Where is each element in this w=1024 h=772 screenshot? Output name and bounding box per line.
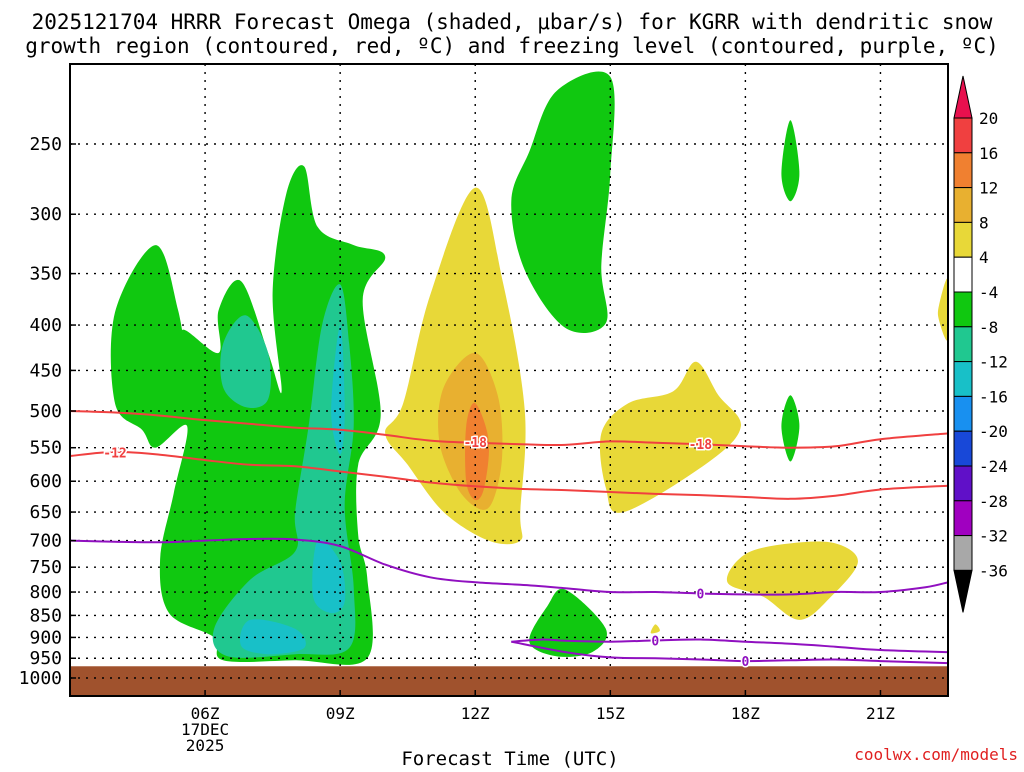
omega-region (650, 624, 660, 634)
omega-region (781, 120, 800, 202)
credit-link[interactable]: coolwx.com/models (854, 745, 1018, 764)
y-tick-label: 350 (29, 264, 62, 285)
ground-layer (70, 666, 948, 696)
omega-shading-layer (110, 71, 948, 665)
colorbar-swatch (953, 500, 973, 537)
x-tick-label: 09Z (326, 704, 355, 723)
ground-terrain (70, 666, 948, 696)
colorbar-swatch (953, 256, 973, 293)
omega-region (465, 402, 490, 501)
y-tick-label: 650 (29, 502, 62, 523)
dgz-contour-line (70, 450, 948, 500)
y-tick-label: 500 (29, 401, 62, 422)
freezing-contour-label: 0 (741, 655, 749, 670)
y-tick-label: 550 (29, 438, 62, 459)
plot-frame (69, 63, 949, 697)
colorbar-tick-label: -16 (979, 387, 1008, 406)
colorbar-swatch (953, 187, 973, 223)
omega-region (781, 395, 800, 462)
x-tick-year: 2025 (186, 736, 225, 755)
colorbar-tick-label: -24 (979, 457, 1008, 476)
freezing-contour-label: 0 (651, 634, 659, 649)
omega-region (331, 325, 345, 455)
colorbar-tick-label: 8 (979, 213, 989, 232)
colorbar-swatch (953, 361, 973, 397)
y-tick-label: 700 (29, 531, 62, 552)
y-tick-label: 1000 (19, 668, 62, 689)
y-tick-label: 950 (29, 648, 62, 669)
colorbar-swatch (953, 430, 973, 467)
colorbar-swatch (953, 465, 973, 502)
freezing-contour-line (511, 638, 948, 654)
colorbar-swatch (953, 152, 973, 189)
x-tick-label: 12Z (461, 704, 490, 723)
x-tick-label: 15Z (596, 704, 625, 723)
y-tick-label: 250 (29, 134, 62, 155)
contour-layer: -12 -18 -18 0 0 0 (70, 410, 948, 672)
omega-region (726, 541, 858, 620)
x-axis-title: Forecast Time (UTC) (401, 748, 618, 768)
chart-title-line2: growth region (contoured, red, ºC) and f… (25, 34, 999, 58)
y-tick-label: 900 (29, 627, 62, 648)
colorbar-swatch (953, 395, 973, 432)
x-tick-label: 18Z (731, 704, 760, 723)
colorbar-swatch (953, 326, 973, 363)
colorbar-tick-label: -12 (979, 353, 1008, 372)
y-tick-label: 850 (29, 605, 62, 626)
chart-title-line1: 2025121704 HRRR Forecast Omega (shaded, … (32, 10, 993, 34)
freezing-contour-label: 0 (696, 587, 704, 602)
colorbar: 20 16 12 8 4 -4 -8 -12 -16 -20 -24 -28 -32 -36 (953, 75, 1008, 613)
omega-region (312, 539, 346, 614)
y-tick-label: 450 (29, 360, 62, 381)
colorbar-tick-label: -8 (979, 318, 998, 337)
freezing-contour-line (511, 640, 948, 665)
colorbar-tick-label: 12 (979, 179, 998, 198)
colorbar-tick-label: -36 (979, 561, 1008, 580)
dgz-contour-label: -18 (689, 438, 713, 453)
colorbar-tick-label: -4 (979, 283, 998, 302)
y-tick-label: 300 (29, 204, 62, 225)
colorbar-tick-label: -28 (979, 492, 1008, 511)
colorbar-tick-label: 20 (979, 109, 998, 128)
omega-region (937, 278, 948, 341)
dgz-contour-label: -18 (463, 436, 487, 451)
x-tick-label: 21Z (866, 704, 895, 723)
dgz-contour-label: -12 (103, 447, 126, 462)
y-tick-label: 750 (29, 557, 62, 578)
omega-region (599, 361, 741, 513)
omega-region (239, 619, 306, 655)
y-tick-label: 600 (29, 471, 62, 492)
colorbar-tick-label: -20 (979, 422, 1008, 441)
colorbar-swatch (953, 117, 973, 154)
omega-region (220, 315, 271, 409)
freezing-contour-line (70, 537, 948, 596)
omega-region (511, 71, 615, 334)
colorbar-bottom-arrow (953, 569, 973, 613)
colorbar-swatch (953, 291, 973, 328)
y-tick-label: 400 (29, 315, 62, 336)
x-tick-label: 06Z (191, 704, 220, 723)
y-axis: 2503003504004505005506006507007508008509… (19, 134, 76, 689)
x-tick-date: 17DEC (181, 720, 229, 739)
colorbar-swatch (953, 221, 973, 258)
y-tick-label: 800 (29, 582, 62, 603)
colorbar-tick-label: -32 (979, 527, 1008, 546)
colorbar-tick-label: 4 (979, 248, 989, 267)
dgz-contour-line (70, 410, 948, 449)
colorbar-tick-label: 16 (979, 144, 998, 163)
colorbar-swatch (953, 535, 973, 571)
